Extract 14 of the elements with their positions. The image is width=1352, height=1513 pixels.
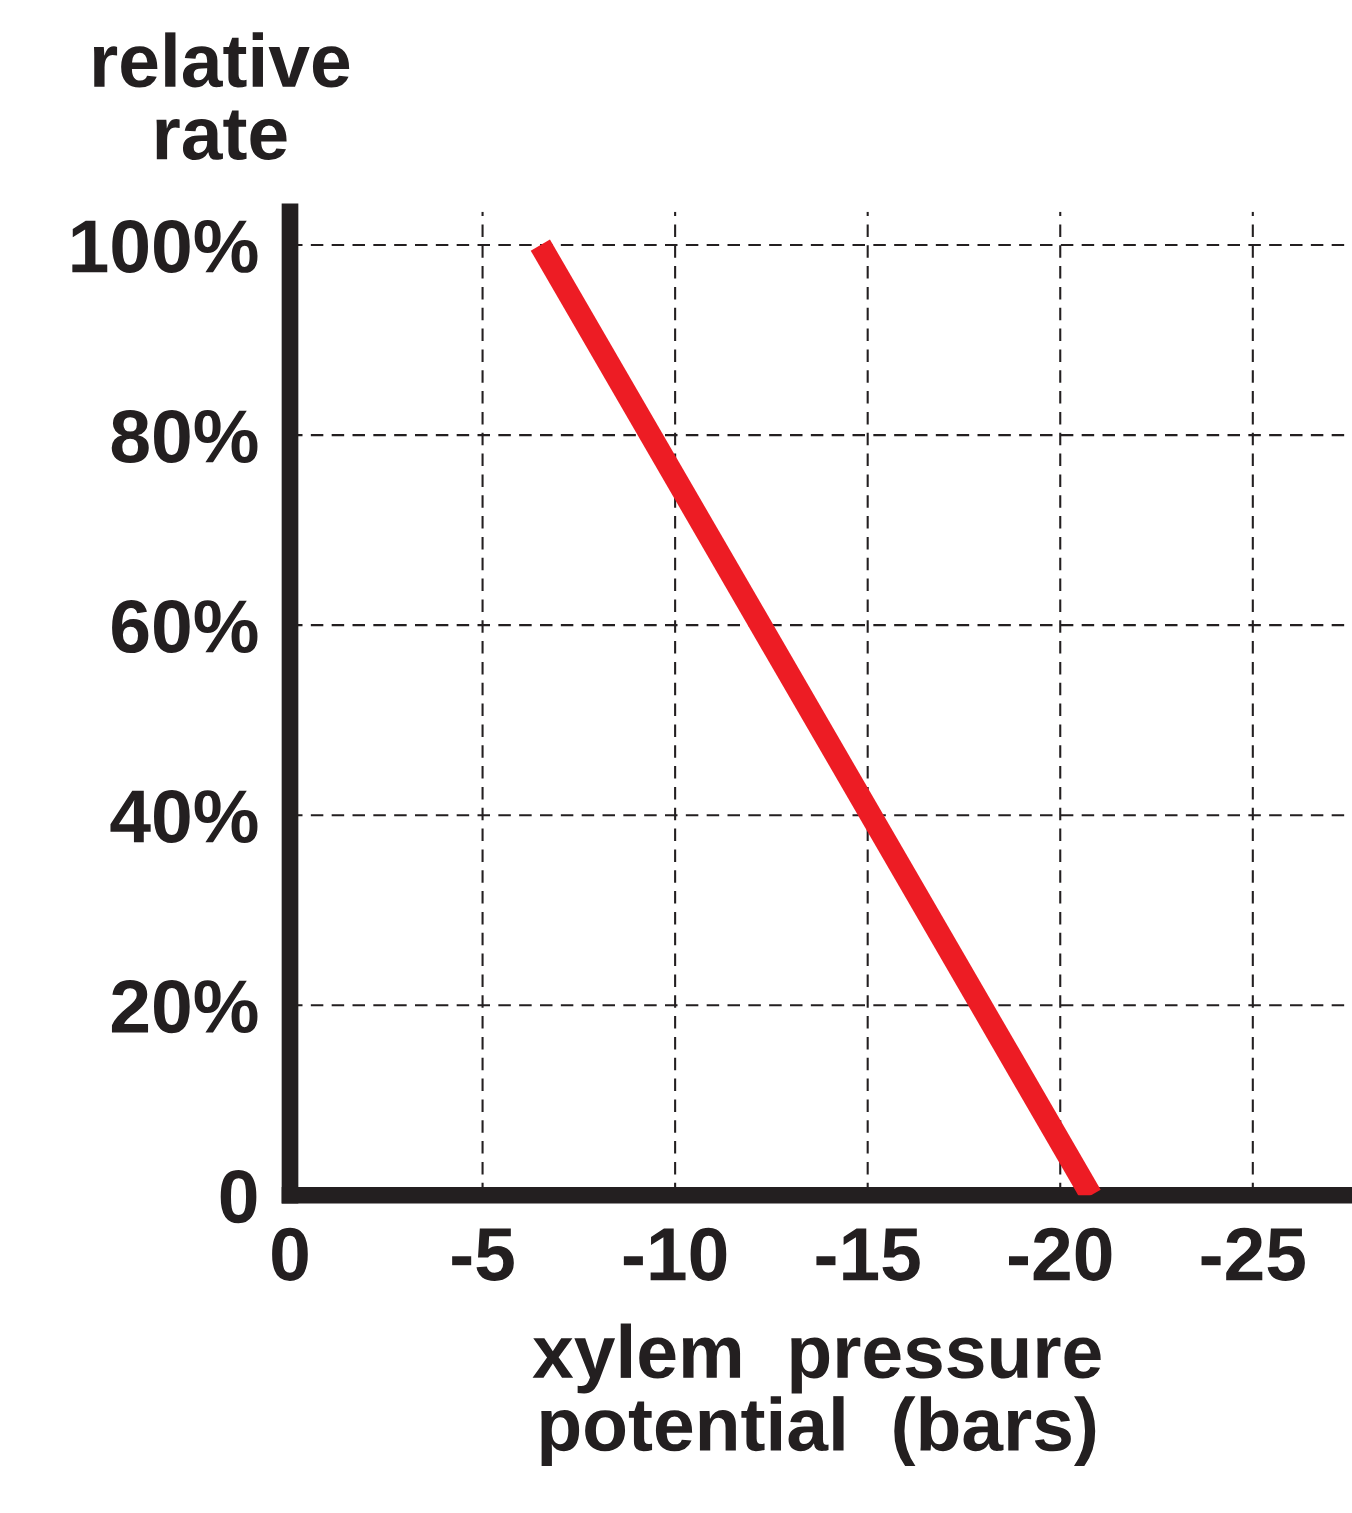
y-tick-label: 80% [111, 409, 258, 464]
y-axis-title: relative rate [93, 32, 350, 161]
x-tick-label: -10 [623, 1227, 727, 1281]
x-tick-label: 0 [272, 1227, 308, 1281]
y-tick-label: 60% [112, 599, 258, 654]
y-tick-label: 0 [220, 1170, 257, 1224]
x-tick-label: -25 [1201, 1227, 1305, 1281]
x-axis-title: xylem pressure potential (bars) [532, 1323, 1101, 1467]
x-tick-label: -15 [816, 1228, 920, 1281]
y-tick-label: 100% [72, 219, 258, 273]
x-tick-label: -20 [1008, 1227, 1112, 1281]
y-tick-label: 40% [110, 790, 258, 844]
y-tick-label: 20% [111, 980, 258, 1034]
x-tick-label: -5 [452, 1228, 514, 1281]
